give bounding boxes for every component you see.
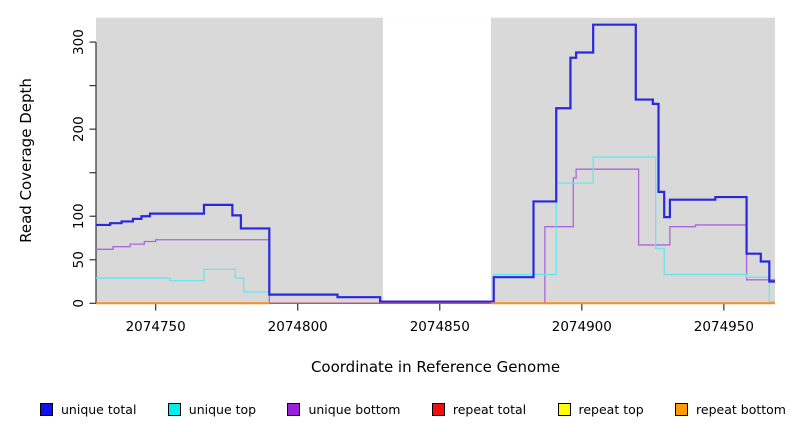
y-tick-label: 0	[71, 299, 87, 308]
x-tick-label: 2074800	[268, 319, 328, 335]
legend-swatch-icon	[40, 402, 53, 416]
legend-swatch-icon	[167, 402, 181, 416]
legend-swatch-icon	[431, 402, 445, 416]
x-tick-label: 2074850	[410, 319, 470, 335]
legend-label: unique top	[188, 401, 257, 417]
legend-item-repeat-top: repeat top	[557, 401, 644, 417]
legend-label: unique bottom	[308, 401, 401, 417]
coverage-gap-band	[382, 17, 491, 304]
chart-legend: unique total unique top unique bottom repea…	[40, 397, 786, 421]
y-tick-label: 100	[71, 203, 87, 229]
legend-swatch-icon	[287, 402, 301, 416]
series-line-unique-total	[96, 23, 775, 303]
series-line-unique-bottom	[96, 168, 775, 304]
legend-item-unique-bottom: unique bottom	[287, 401, 401, 417]
legend-item-unique-total: unique total	[40, 402, 136, 417]
legend-item-repeat-total: repeat total	[431, 401, 527, 417]
y-tick-label: 200	[71, 116, 87, 142]
x-tick-label: 2074750	[126, 319, 186, 335]
legend-label: repeat bottom	[696, 401, 786, 417]
x-tick-label: 2074950	[694, 319, 754, 335]
legend-label: repeat total	[452, 401, 527, 417]
legend-item-unique-top: unique top	[167, 401, 257, 417]
legend-label: repeat top	[578, 401, 644, 417]
y-tick-label: 300	[71, 29, 87, 55]
legend-label: unique total	[61, 401, 137, 417]
x-axis-title: Coordinate in Reference Genome	[311, 358, 560, 376]
legend-swatch-icon	[675, 402, 689, 416]
coverage-chart: 0 50 100 200 300 2074750 2074800 2074850 2074900…	[17, 17, 775, 376]
legend-swatch-icon	[557, 402, 571, 416]
y-tick-label: 50	[71, 251, 87, 268]
x-tick-label: 2074900	[552, 319, 612, 335]
y-axis-title: Read Coverage Depth	[17, 78, 35, 243]
legend-item-repeat-bottom: repeat bottom	[675, 402, 786, 417]
